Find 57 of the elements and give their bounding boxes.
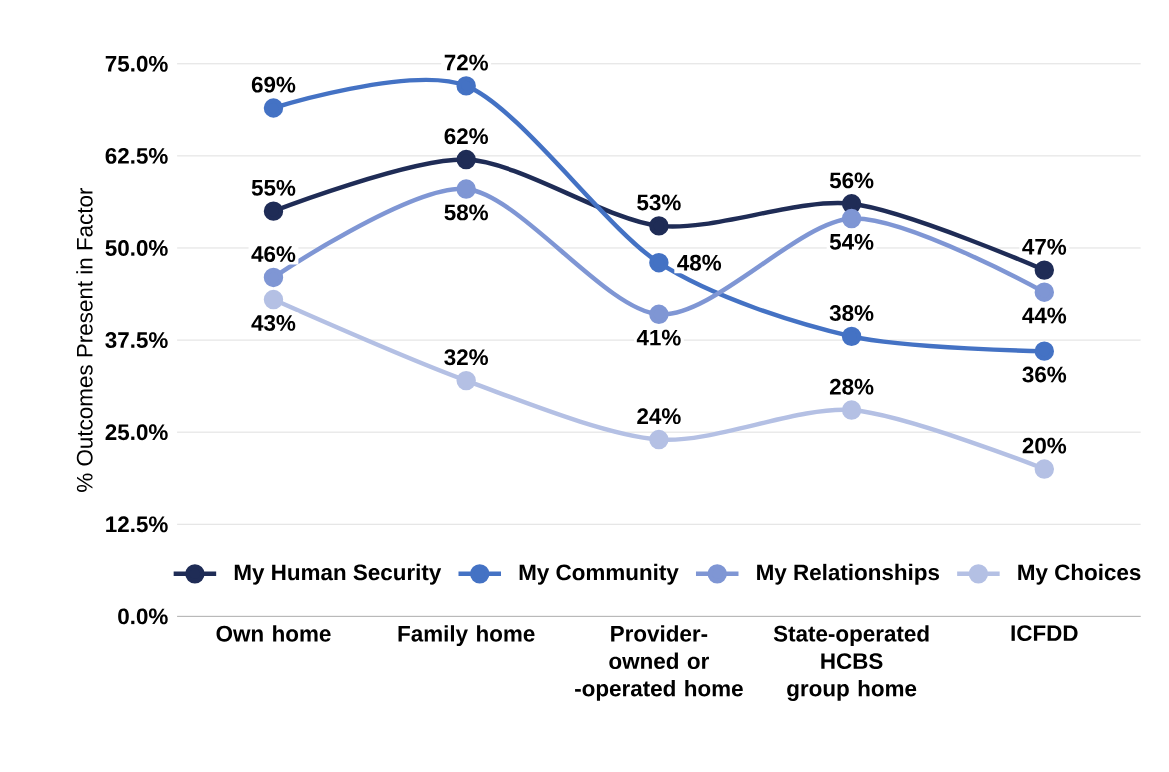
point xyxy=(263,98,284,118)
data-label: 62% xyxy=(444,128,489,145)
data-label: 44% xyxy=(1022,307,1067,324)
point xyxy=(841,193,862,214)
legend-label: My Community xyxy=(519,563,679,585)
point xyxy=(456,149,476,170)
data-label: 69% xyxy=(251,76,296,93)
data-label: 41% xyxy=(636,329,681,346)
point xyxy=(456,76,476,96)
x-tick-label: Provider-owned or -operated home xyxy=(575,625,743,701)
data-label: 54% xyxy=(829,233,874,250)
point xyxy=(649,216,669,236)
legend-label: My Relationships xyxy=(757,563,940,585)
data-label: 48% xyxy=(677,254,722,271)
x-tick-label: Family home xyxy=(398,625,535,646)
point xyxy=(263,289,284,310)
point xyxy=(649,304,669,324)
data-label: 72% xyxy=(444,54,489,71)
y-tick-label: 37.5% xyxy=(105,332,168,348)
data-label: 24% xyxy=(637,408,681,424)
x-tick-label: State-operated HCBS group home xyxy=(773,625,929,701)
legend-label: My Choices xyxy=(1018,563,1141,585)
point xyxy=(841,326,862,346)
point xyxy=(649,429,669,450)
y-tick-label: 25.0% xyxy=(105,424,168,441)
y-tick-label: 50.0% xyxy=(105,239,168,256)
point xyxy=(1034,282,1055,302)
x-tick-label: ICFDD xyxy=(1011,625,1078,641)
point xyxy=(841,208,862,229)
data-label: 47% xyxy=(1022,238,1067,255)
point xyxy=(456,179,476,199)
point xyxy=(456,370,476,391)
point xyxy=(841,400,862,420)
data-label: 43% xyxy=(251,314,296,331)
data-label: 36% xyxy=(1022,366,1067,383)
data-label: 28% xyxy=(829,378,874,395)
legend-label: My Human Security xyxy=(234,563,442,585)
y-axis-title: % Outcomes Present in Factor xyxy=(76,187,93,492)
point xyxy=(649,252,669,273)
y-tick-label: 0.0% xyxy=(118,608,168,625)
data-label: 58% xyxy=(444,204,489,221)
y-tick-label: 12.5% xyxy=(106,516,168,533)
data-label: 46% xyxy=(251,246,296,262)
y-tick-label: 62.5% xyxy=(105,147,168,164)
data-label: 55% xyxy=(251,179,296,196)
point xyxy=(263,267,284,288)
x-tick-label: Own home xyxy=(216,625,331,642)
point xyxy=(263,201,284,221)
point xyxy=(1034,341,1055,361)
point xyxy=(1034,459,1055,479)
point xyxy=(1034,260,1055,280)
data-label: 53% xyxy=(637,194,681,211)
data-label: 20% xyxy=(1022,437,1067,454)
data-label: 56% xyxy=(829,172,874,189)
data-label: 38% xyxy=(829,304,874,321)
data-label: 32% xyxy=(444,349,489,366)
y-tick-label: 75.0% xyxy=(105,55,168,72)
